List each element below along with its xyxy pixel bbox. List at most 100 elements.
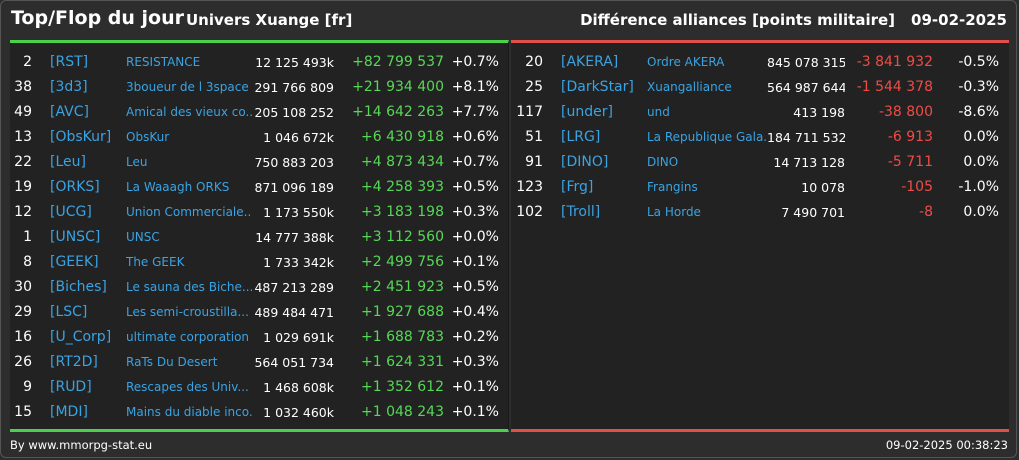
alliance-name-link[interactable]: The GEEK [126,255,185,269]
alliance-rank: 20 [525,54,543,70]
alliance-tag-link[interactable]: [RST] [50,54,89,70]
alliance-name-link[interactable]: Union Commerciale... [126,205,252,219]
alliance-tag-link[interactable]: [RUD] [50,379,92,395]
alliance-tag-link[interactable]: [under] [561,104,613,120]
alliance-points: 750 883 203 [254,155,334,170]
top-gainers-panel: 2 [RST] RESISTANCE 12 125 493k +82 799 537 +0… [10,40,509,432]
universe-label: Univers Xuange [fr] [186,11,353,29]
header: Top/Flop du jour Univers Xuange [fr] Dif… [0,0,1019,40]
percent-change: +0.0% [451,229,499,245]
alliance-name-link[interactable]: La Horde [647,205,701,219]
alliance-tag-link[interactable]: [Troll] [561,204,601,220]
alliance-tag-link[interactable]: [DINO] [561,154,609,170]
alliance-tag-link[interactable]: [AKERA] [561,54,619,70]
alliance-name-link[interactable]: Leu [126,155,148,169]
alliance-tag-link[interactable]: [RT2D] [50,354,98,370]
alliance-tag-link[interactable]: [AVC] [50,104,89,120]
alliance-name-link[interactable]: Mains du diable inco... [126,405,252,419]
points-difference: +82 799 537 [352,54,444,70]
alliance-tag-link[interactable]: [LSC] [50,304,88,320]
alliance-name-link[interactable]: Le sauna des Biche... [126,280,252,294]
percent-change: +0.6% [451,129,499,145]
top-losers-panel: 20 [AKERA] Ordre AKERA 845 078 315 -3 841 93… [511,40,1009,432]
alliance-row: 123 [Frg] Frangins 10 078 -105 -1.0% [511,175,1009,200]
alliance-row: 117 [under] und 413 198 -38 800 -8.6% [511,100,1009,125]
points-difference: +2 451 923 [361,279,444,295]
percent-change: +0.3% [451,204,499,220]
alliance-points: 1 029 691k [263,330,334,345]
alliance-rank: 16 [14,329,32,345]
alliance-name-link[interactable]: ultimate corporation [126,330,250,344]
points-difference: +1 688 783 [361,329,444,345]
alliance-row: 26 [RT2D] RaTs Du Desert 564 051 734 +1 624 … [10,350,508,375]
alliance-row: 16 [U_Corp] ultimate corporation 1 029 691k… [10,325,508,350]
points-difference: -6 913 [887,129,933,145]
points-difference: +1 048 243 [361,404,444,420]
percent-change: +7.7% [451,104,499,120]
alliance-rank: 123 [516,179,543,195]
alliance-points: 564 051 734 [254,355,334,370]
percent-change: +8.1% [451,79,499,95]
alliance-name-link[interactable]: ObsKur [126,130,170,144]
alliance-tag-link[interactable]: [3d3] [50,79,88,95]
alliance-row: 8 [GEEK] The GEEK 1 733 342k +2 499 756 +0.1% [10,250,508,275]
alliance-name-link[interactable]: Les semi-croustilla... [126,305,249,319]
alliance-name-link[interactable]: DINO [647,155,679,169]
percent-change: 0.0% [963,154,999,170]
alliance-points: 205 108 252 [254,105,334,120]
alliance-points: 184 711 532 [767,130,845,145]
alliance-tag-link[interactable]: [Biches] [50,279,107,295]
points-difference: +4 258 393 [361,179,444,195]
alliance-tag-link[interactable]: [Frg] [561,179,594,195]
alliance-rank: 49 [14,104,32,120]
alliance-name-link[interactable]: La Waaagh ORKS [126,180,230,194]
alliance-tag-link[interactable]: [Leu] [50,154,86,170]
alliance-tag-link[interactable]: [GEEK] [50,254,99,270]
alliance-points: 1 733 342k [263,255,334,270]
alliance-name-link[interactable]: La Republique Gala... [647,130,767,144]
alliance-row: 25 [DarkStar] Xuangalliance 564 987 644 -1 5… [511,75,1009,100]
page-title: Top/Flop du jour [11,7,184,29]
alliance-name-link[interactable]: Frangins [647,180,698,194]
alliance-tag-link[interactable]: [LRG] [561,129,601,145]
alliance-points: 871 096 189 [254,180,334,195]
alliance-name-link[interactable]: UNSC [126,230,160,244]
alliance-name-link[interactable]: Amical des vieux co... [126,105,252,119]
alliance-tag-link[interactable]: [UCG] [50,204,92,220]
alliance-points: 1 032 460k [263,405,334,420]
alliance-row: 30 [Biches] Le sauna des Biche... 487 213 2… [10,275,508,300]
alliance-name-link[interactable]: RESISTANCE [126,55,201,69]
alliance-row: 1 [UNSC] UNSC 14 777 388k +3 112 560 +0.0% [10,225,508,250]
alliance-points: 1 173 550k [263,205,334,220]
points-difference: +21 934 400 [352,79,444,95]
alliance-tag-link[interactable]: [UNSC] [50,229,101,245]
alliance-points: 845 078 315 [767,55,845,70]
alliance-points: 1 468 608k [263,380,334,395]
alliance-name-link[interactable]: Ordre AKERA [647,55,725,69]
points-difference: +2 499 756 [361,254,444,270]
alliance-tag-link[interactable]: [DarkStar] [561,79,634,95]
alliance-name-link[interactable]: RaTs Du Desert [126,355,218,369]
points-difference: -3 841 932 [856,54,933,70]
alliance-name-link[interactable]: Rescapes des Univ... [126,380,249,394]
alliance-name-link[interactable]: Xuangalliance [647,80,732,94]
source-link[interactable]: By www.mmorpg-stat.eu [10,438,153,452]
generated-timestamp: 09-02-2025 00:38:23 [885,438,1008,452]
alliance-row: 2 [RST] RESISTANCE 12 125 493k +82 799 537 +0… [10,50,508,75]
alliance-tag-link[interactable]: [ObsKur] [50,129,112,145]
alliance-tag-link[interactable]: [MDI] [50,404,88,420]
alliance-rank: 2 [23,54,32,70]
points-difference: -38 800 [878,104,933,120]
alliance-tag-link[interactable]: [U_Corp] [50,329,112,345]
alliance-rank: 15 [14,404,32,420]
percent-change: +0.2% [451,329,499,345]
points-difference: -1 544 378 [856,79,933,95]
alliance-rank: 25 [525,79,543,95]
alliance-row: 38 [3d3] 3boueur de l 3space 291 766 809 +21… [10,75,508,100]
points-difference: -105 [901,179,933,195]
alliance-tag-link[interactable]: [ORKS] [50,179,100,195]
alliance-name-link[interactable]: 3boueur de l 3space [126,80,249,94]
alliance-rank: 13 [14,129,32,145]
alliance-name-link[interactable]: und [647,105,670,119]
